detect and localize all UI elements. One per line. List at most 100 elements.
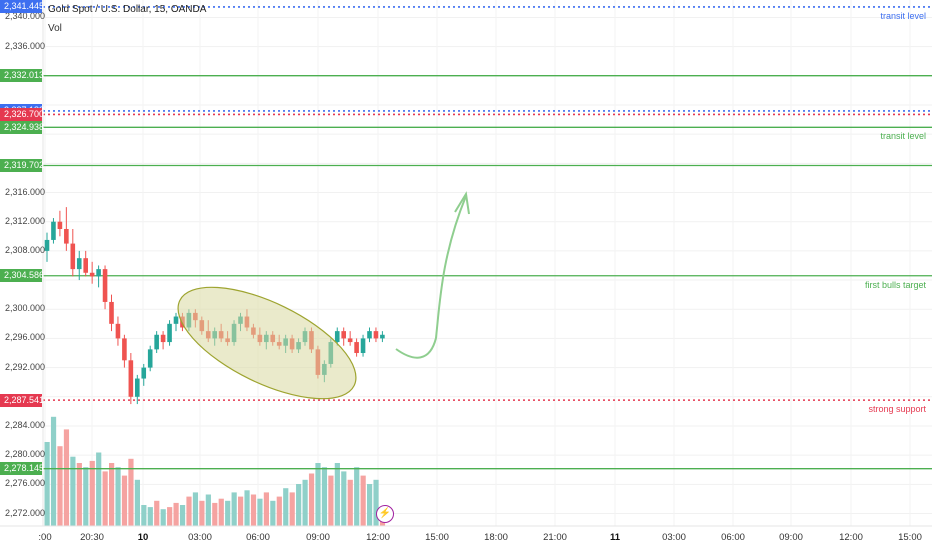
candle-body [122, 338, 127, 361]
volume-bar [360, 475, 366, 526]
volume-bar [179, 505, 186, 526]
volume-bar [367, 484, 373, 526]
volume-bar [147, 507, 153, 526]
x-tick-label: 15:00 [425, 532, 449, 543]
candle-body [367, 331, 372, 339]
level-label: transit level [880, 131, 926, 142]
price-tag[interactable]: 2,278.145 [0, 462, 44, 476]
volume-bar [63, 429, 70, 526]
volume-bar [341, 471, 347, 526]
y-tick-label: 2,272.000 [5, 507, 46, 518]
volume-bar [192, 492, 199, 526]
volume-bar [102, 471, 108, 526]
volume-bar [315, 463, 321, 526]
y-tick-label: 2,276.000 [5, 478, 46, 489]
volume-bar [302, 479, 308, 526]
y-tick-label: 2,316.000 [5, 186, 46, 197]
candle-body [173, 316, 179, 324]
x-tick-label: 15:00 [898, 532, 922, 543]
y-tick-label: 2,312.000 [5, 215, 46, 226]
candle-body [89, 272, 95, 277]
level-label: transit level [880, 10, 926, 21]
volume-bar [212, 502, 218, 526]
volume-bar [373, 479, 379, 526]
candle-body [96, 269, 101, 277]
volume-bar [50, 416, 57, 526]
volume-bar [83, 467, 89, 526]
candle-body [347, 338, 353, 343]
x-tick-label: :00 [38, 532, 52, 543]
y-tick-label: 2,292.000 [5, 361, 46, 372]
volume-bars [44, 416, 386, 526]
candle-body [167, 323, 172, 343]
price-tag[interactable]: 2,341.445 [0, 0, 44, 14]
volume-bar [109, 463, 115, 526]
volume-bar [328, 475, 334, 526]
candle-body [128, 360, 134, 397]
volume-bar [154, 500, 160, 526]
volume-bar [141, 505, 147, 526]
price-tag[interactable]: 2,287.541 [0, 393, 44, 407]
x-tick-label: 11 [609, 532, 621, 543]
x-tick-label: 12:00 [366, 532, 390, 543]
volume-bar [134, 479, 140, 526]
x-tick-label: 06:00 [246, 532, 270, 543]
candle-body [70, 243, 76, 270]
candle-body [147, 349, 153, 368]
candle-body [380, 334, 385, 339]
volume-bar [308, 473, 315, 526]
price-tag[interactable]: 2,332.013 [0, 69, 44, 83]
chart-title: Gold Spot / U.S. Dollar, 15, OANDA [48, 4, 207, 15]
price-tag[interactable]: 2,319.702 [0, 159, 44, 172]
grid [43, 0, 932, 526]
bullish-projection-arrow [395, 195, 467, 359]
y-tick-label: 2,296.000 [5, 332, 46, 343]
volume-bar [121, 475, 128, 526]
volume-bar [128, 458, 134, 526]
volume-bar [321, 467, 328, 526]
volume-bar [160, 509, 166, 526]
candle-body [64, 228, 69, 244]
volume-label: Vol [48, 23, 62, 34]
volume-bar [238, 496, 244, 526]
candle-body [135, 378, 140, 397]
volume-bar [167, 507, 173, 526]
candle-body [109, 301, 114, 324]
candle-body [154, 334, 159, 350]
y-tick-label: 2,280.000 [5, 449, 46, 460]
volume-bar [296, 484, 302, 526]
volume-bar [225, 500, 231, 526]
volume-bar [115, 467, 121, 526]
lightning-icon[interactable]: ⚡ [376, 505, 394, 523]
candle-body [102, 269, 108, 302]
y-tick-label: 2,284.000 [5, 419, 46, 430]
y-tick-label: 2,340.000 [5, 11, 46, 22]
volume-bar [270, 500, 276, 526]
candle-body [83, 258, 88, 273]
x-tick-label: 03:00 [662, 532, 686, 543]
candle-body [115, 323, 121, 339]
level-label: first bulls target [864, 279, 926, 290]
volume-bar [347, 479, 353, 526]
x-tick-label: 09:00 [306, 532, 330, 543]
x-tick-label: 20:30 [80, 532, 104, 543]
volume-bar [283, 488, 289, 526]
level-label: strong support [868, 404, 926, 415]
price-tag[interactable]: 2,324.938 [0, 120, 44, 134]
volume-bar [250, 494, 257, 526]
x-tick-label: 06:00 [721, 532, 745, 543]
volume-bar [334, 463, 340, 526]
volume-bar [173, 502, 179, 526]
volume-bar [199, 500, 205, 526]
volume-bar [76, 463, 82, 526]
volume-bar [205, 494, 211, 526]
candle-body [141, 367, 147, 379]
volume-bar [244, 490, 250, 526]
arrow-head [454, 191, 470, 215]
volume-bar [231, 492, 237, 526]
candle-body [57, 221, 63, 229]
price-tag[interactable]: 2,304.586 [0, 269, 44, 283]
candle-body [334, 331, 340, 343]
price-tag[interactable]: 2,326.700 [0, 107, 44, 121]
